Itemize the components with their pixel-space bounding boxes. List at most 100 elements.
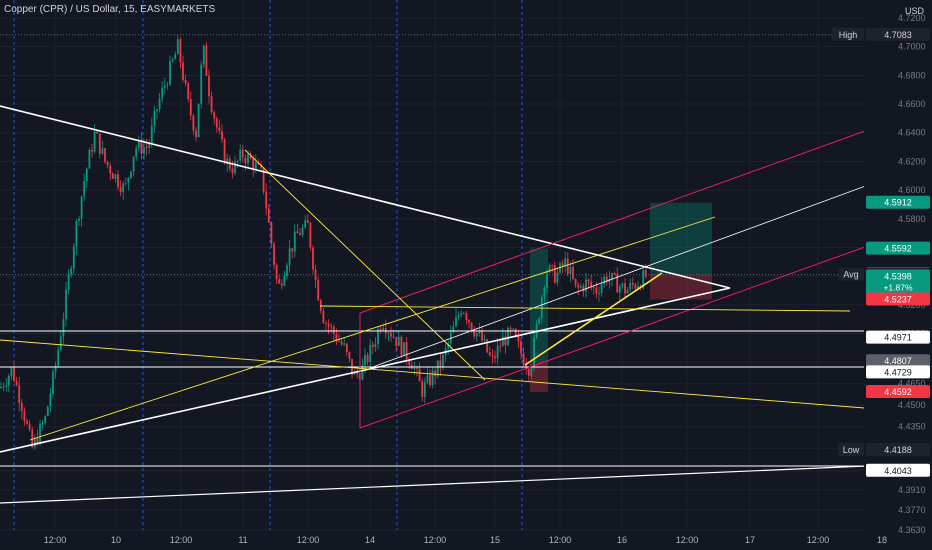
- candle-body: [468, 320, 470, 323]
- drawings: [0, 105, 891, 504]
- candle-body: [473, 331, 476, 337]
- candle-body: [54, 365, 57, 372]
- candle-body: [538, 318, 541, 324]
- candle-body: [577, 284, 580, 288]
- candle-body: [330, 326, 333, 328]
- candle-body: [626, 289, 629, 294]
- candle-body: [535, 323, 538, 338]
- candle-body: [52, 371, 54, 394]
- candle-body: [392, 336, 395, 338]
- candle-body: [395, 337, 398, 346]
- yellow-descending-line: [0, 339, 891, 411]
- candle-body: [512, 328, 515, 330]
- candle-body: [418, 368, 421, 382]
- candle-body: [137, 140, 140, 149]
- candle-body: [93, 131, 96, 152]
- candle-body: [447, 343, 450, 349]
- candle-body: [501, 336, 504, 347]
- candle-body: [140, 140, 143, 154]
- white-long-ascending-line: [0, 464, 891, 504]
- candle-body: [452, 326, 455, 333]
- axis-tag-bg: [838, 267, 864, 281]
- candle-body: [561, 263, 564, 267]
- candle-body: [338, 341, 340, 342]
- axis-tag-text: Avg: [843, 270, 858, 280]
- price-label-value: 4.4729: [884, 367, 912, 377]
- axis-tag-text: High: [839, 30, 858, 40]
- candle-body: [631, 282, 634, 285]
- candle-body: [624, 283, 626, 294]
- time-axis[interactable]: 12:00 10 12:00 11 12:00 14 12:00 15 12:00 16 12:00…: [44, 535, 887, 545]
- candle-body: [7, 375, 10, 386]
- candle-body: [325, 323, 327, 324]
- price-label-bg: [866, 292, 930, 306]
- candle-body: [496, 345, 499, 359]
- candle-body: [49, 393, 52, 407]
- candle-body: [117, 174, 119, 187]
- candle-body: [26, 420, 28, 424]
- candle-body: [637, 286, 639, 289]
- candle-body: [382, 327, 385, 331]
- long-target-zone: [650, 202, 712, 275]
- candle-body: [85, 168, 88, 182]
- candle-body: [335, 333, 338, 342]
- candle-body: [481, 331, 483, 341]
- candle-body: [132, 156, 135, 172]
- price-label-bg: [866, 354, 930, 368]
- candle-body: [36, 437, 39, 444]
- x-tick-label: 12:00: [297, 535, 320, 545]
- y-tick-label: 4.3630: [898, 525, 926, 535]
- candle-body: [283, 276, 286, 286]
- candle-body: [153, 111, 156, 126]
- candle-body: [361, 365, 364, 380]
- price-label-bg: [866, 385, 930, 399]
- price-label-bg: [866, 365, 930, 379]
- candle-body: [455, 317, 457, 327]
- candle-body: [31, 429, 34, 448]
- candle-body: [205, 45, 208, 76]
- candle-body: [299, 233, 301, 235]
- candle-body: [317, 279, 320, 301]
- candle-body: [5, 385, 8, 387]
- candle-body: [543, 287, 546, 298]
- white-descending-trendline: [0, 105, 731, 289]
- candle-body: [483, 339, 486, 341]
- x-tick-label: 18: [877, 535, 887, 545]
- candle-body: [598, 293, 600, 294]
- candle-body: [80, 196, 83, 219]
- candle-body: [278, 279, 281, 284]
- candle-body: [163, 85, 166, 88]
- candle-body: [46, 406, 49, 416]
- candle-body: [280, 283, 283, 286]
- x-tick-label: 12:00: [549, 535, 572, 545]
- candle-body: [265, 191, 268, 209]
- candle-body: [67, 274, 70, 290]
- candle-body: [23, 411, 26, 421]
- candle-body: [621, 283, 624, 287]
- candle-body: [327, 323, 330, 327]
- white-ascending-trendline: [0, 287, 731, 453]
- y-tick-label: 4.5800: [898, 214, 926, 224]
- candle-body: [109, 165, 112, 174]
- short-target-zone: [530, 248, 548, 362]
- y-tick-label: 4.3770: [898, 505, 926, 515]
- price-axis[interactable]: 4.7200 4.7000 4.6800 4.6600 4.6400 4.6200 4.60…: [832, 0, 932, 550]
- candle-body: [457, 315, 460, 318]
- candle-body: [158, 98, 161, 110]
- candle-body: [200, 64, 203, 104]
- candle-body: [20, 402, 23, 412]
- candle-body: [288, 248, 291, 266]
- candle-body: [236, 160, 239, 162]
- candle-body: [10, 367, 13, 376]
- candle-body: [629, 282, 632, 290]
- candle-body: [616, 274, 619, 293]
- candle-body: [460, 313, 463, 316]
- candle-body: [332, 326, 335, 334]
- candle-body: [267, 208, 270, 223]
- candle-body: [475, 333, 478, 337]
- candle-body: [104, 148, 106, 162]
- candle-body: [223, 139, 226, 164]
- candle-body: [322, 310, 325, 324]
- y-tick-label: 4.6000: [898, 185, 926, 195]
